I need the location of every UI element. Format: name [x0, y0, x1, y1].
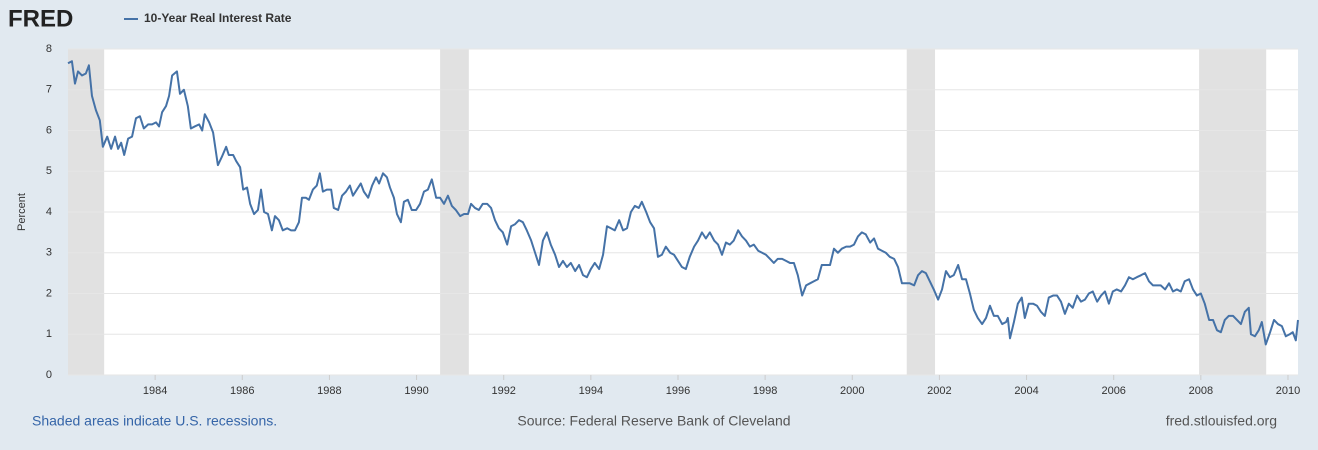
y-tick-label: 8 [46, 43, 52, 55]
x-tick-label: 1998 [753, 385, 777, 397]
url[interactable]: fred.stlouisfed.org [1166, 413, 1277, 429]
x-tick-label: 2002 [927, 385, 951, 397]
y-axis-label: Percent [16, 193, 28, 231]
source: Source: Federal Reserve Bank of Clevelan… [517, 413, 790, 429]
y-tick-label: 0 [46, 369, 52, 381]
y-tick-label: 4 [46, 206, 52, 218]
y-tick-label: 2 [46, 287, 52, 299]
x-tick-label: 2004 [1014, 385, 1038, 397]
line-layer [67, 60, 1299, 346]
x-tick-label: 1994 [579, 385, 603, 397]
grid-layer [68, 48, 1298, 380]
legend-label[interactable]: 10-Year Real Interest Rate [144, 11, 292, 25]
x-tick-label: 1988 [317, 385, 341, 397]
recession-note: Shaded areas indicate U.S. recessions. [32, 413, 277, 429]
x-tick-label: 1992 [491, 385, 515, 397]
x-tick-label: 1990 [404, 385, 428, 397]
x-tick-label: 1984 [143, 385, 167, 397]
logo[interactable]: FRED [8, 5, 73, 32]
y-tick-label: 3 [46, 247, 52, 259]
y-tick-label: 5 [46, 165, 52, 177]
series-line [67, 60, 1299, 346]
y-tick-label: 7 [46, 84, 52, 96]
x-tick-label: 1996 [666, 385, 690, 397]
x-tick-label: 2010 [1276, 385, 1300, 397]
x-tick-label: 1986 [230, 385, 254, 397]
x-tick-label: 2000 [840, 385, 864, 397]
y-tick-label: 1 [46, 328, 52, 340]
x-tick-label: 2008 [1189, 385, 1213, 397]
y-tick-label: 6 [46, 124, 52, 136]
x-tick-label: 2006 [1101, 385, 1125, 397]
